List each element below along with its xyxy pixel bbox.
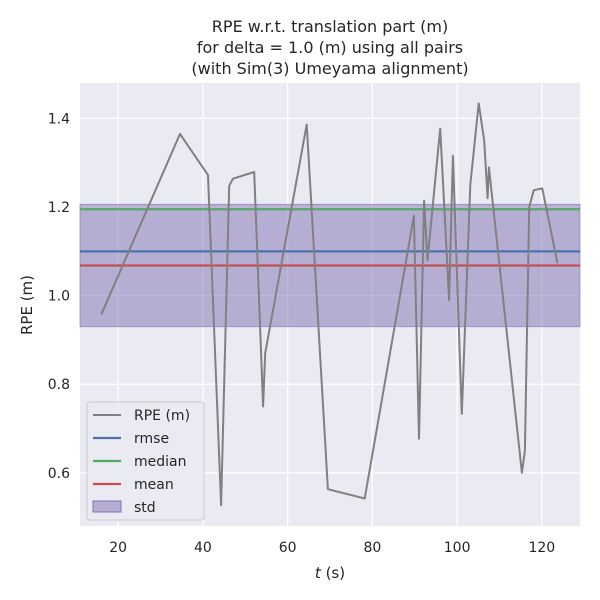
x-ticks: 20 40 60 80 100 120 bbox=[109, 540, 555, 556]
x-axis-label-unit: (s) bbox=[321, 564, 345, 582]
x-axis-label-var: t bbox=[315, 564, 322, 582]
title-line-1: RPE w.r.t. translation part (m) bbox=[212, 17, 448, 36]
stat-lines bbox=[80, 208, 580, 267]
y-tick-label: 0.6 bbox=[48, 466, 70, 482]
x-tick-label: 120 bbox=[528, 540, 555, 556]
x-axis-label: t (s) bbox=[315, 564, 345, 582]
legend: RPE (m) rmse median mean std bbox=[86, 401, 205, 521]
legend-swatch-std bbox=[92, 500, 122, 513]
title-line-2: for delta = 1.0 (m) using all pairs bbox=[197, 38, 463, 57]
title-line-3: (with Sim(3) Umeyama alignment) bbox=[191, 59, 468, 78]
legend-label-mean: mean bbox=[134, 477, 174, 493]
chart-title: RPE w.r.t. translation part (m) for delt… bbox=[191, 17, 468, 78]
legend-label-std: std bbox=[134, 500, 156, 516]
y-tick-label: 1.4 bbox=[48, 111, 70, 127]
y-tick-label: 1.0 bbox=[48, 289, 70, 305]
x-tick-label: 20 bbox=[109, 540, 127, 556]
x-tick-label: 80 bbox=[363, 540, 381, 556]
x-tick-label: 40 bbox=[194, 540, 212, 556]
y-axis-label: RPE (m) bbox=[18, 275, 36, 335]
y-ticks: 0.6 0.8 1.0 1.2 1.4 bbox=[48, 111, 70, 481]
legend-label-median: median bbox=[134, 454, 186, 470]
x-tick-label: 100 bbox=[444, 540, 471, 556]
series-layer bbox=[100, 102, 559, 507]
legend-box bbox=[86, 401, 205, 521]
series-line-rpe-m bbox=[100, 102, 559, 507]
x-tick-label: 60 bbox=[279, 540, 297, 556]
y-tick-label: 1.2 bbox=[48, 200, 70, 216]
legend-label-rpe: RPE (m) bbox=[134, 408, 190, 424]
y-tick-label: 0.8 bbox=[48, 377, 70, 393]
legend-label-rmse: rmse bbox=[134, 431, 169, 447]
